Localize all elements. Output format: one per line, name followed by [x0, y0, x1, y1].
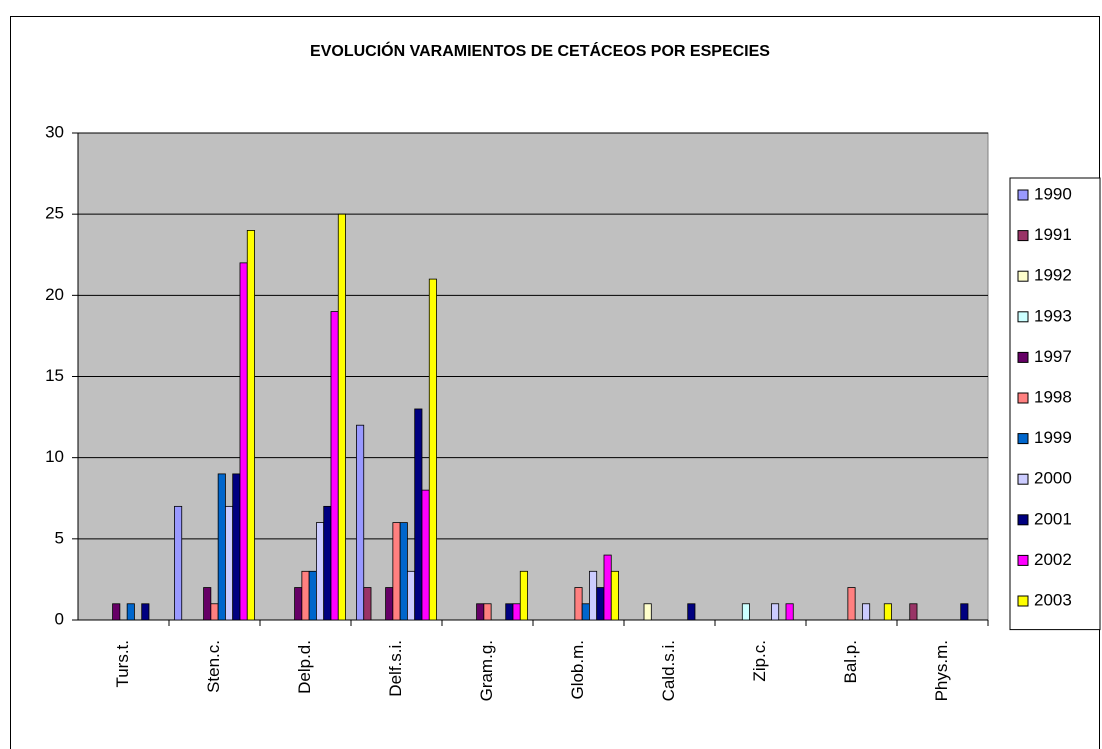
- bar: [385, 587, 394, 621]
- bar: [363, 587, 372, 621]
- bar: [356, 424, 365, 621]
- bar: [392, 522, 401, 621]
- bar: [337, 213, 346, 621]
- bar: [574, 587, 583, 621]
- chart-title: EVOLUCIÓN VARAMIENTOS DE CETÁCEOS POR ES…: [310, 41, 770, 60]
- bar: [217, 473, 226, 621]
- bar: [589, 570, 598, 621]
- legend-swatch: [1017, 392, 1029, 404]
- bar: [862, 603, 871, 621]
- legend-label: 1992: [1034, 266, 1072, 285]
- bar: [323, 505, 332, 621]
- bar: [232, 473, 241, 621]
- bar: [246, 229, 255, 621]
- x-tick-label: Cald.s.i.: [659, 640, 678, 701]
- bar: [421, 489, 430, 621]
- bar: [330, 311, 339, 621]
- x-tick-label: Delp.d.: [295, 640, 314, 694]
- legend-label: 1997: [1034, 347, 1072, 366]
- bar: [687, 603, 696, 621]
- y-tick-label: 15: [45, 366, 64, 385]
- bar: [476, 603, 485, 621]
- bar: [596, 587, 605, 621]
- legend-swatch: [1017, 595, 1029, 607]
- legend-label: 1993: [1034, 306, 1072, 325]
- bar: [505, 603, 514, 621]
- bar: [316, 522, 325, 621]
- legend-label: 2003: [1034, 590, 1072, 609]
- legend-swatch: [1017, 311, 1029, 323]
- bar: [883, 603, 892, 621]
- legend-swatch: [1017, 473, 1029, 485]
- y-tick-label: 30: [45, 122, 64, 141]
- y-tick-label: 10: [45, 447, 64, 466]
- x-tick-label: Sten.c.: [204, 640, 223, 693]
- bar: [512, 603, 521, 621]
- x-tick-label: Phys.m.: [932, 640, 951, 701]
- x-tick-label: Gram.g.: [477, 640, 496, 701]
- bar: [414, 408, 423, 621]
- legend-swatch: [1017, 270, 1029, 282]
- y-tick-label: 20: [45, 285, 64, 304]
- x-tick-label: Delf.s.i.: [386, 640, 405, 697]
- bar: [643, 603, 652, 621]
- bar: [294, 587, 303, 621]
- x-tick-label: Glob.m.: [568, 640, 587, 700]
- bar: [909, 603, 918, 621]
- y-tick-label: 5: [55, 528, 64, 547]
- x-tick-label: Zip.c.: [750, 640, 769, 682]
- legend-label: 2002: [1034, 550, 1072, 569]
- legend-box: [1009, 177, 1101, 631]
- x-tick-label: Bal.p.: [841, 640, 860, 683]
- legend-label: 1998: [1034, 387, 1072, 406]
- bar: [610, 570, 619, 621]
- bar: [399, 522, 408, 621]
- legend-swatch: [1017, 189, 1029, 201]
- legend-swatch: [1017, 433, 1029, 445]
- bar: [308, 570, 317, 621]
- bar: [785, 603, 794, 621]
- bar: [112, 603, 121, 621]
- bar: [741, 603, 750, 621]
- bar: [141, 603, 150, 621]
- legend-label: 1990: [1034, 184, 1072, 203]
- y-tick-label: 0: [55, 609, 64, 628]
- legend-label: 1999: [1034, 428, 1072, 447]
- legend-label: 1991: [1034, 225, 1072, 244]
- legend-label: 2000: [1034, 469, 1072, 488]
- legend-swatch: [1017, 351, 1029, 363]
- bar: [210, 603, 219, 621]
- x-tick-label: Turs.t.: [113, 640, 132, 688]
- bar: [519, 570, 528, 621]
- bar: [960, 603, 969, 621]
- bar: [581, 603, 590, 621]
- bar: [771, 603, 780, 621]
- legend-swatch: [1017, 514, 1029, 526]
- bar: [239, 262, 248, 621]
- legend-swatch: [1017, 230, 1029, 242]
- bar: [483, 603, 492, 621]
- bar: [126, 603, 135, 621]
- bar: [203, 587, 212, 621]
- legend-swatch: [1017, 554, 1029, 566]
- bar: [174, 505, 183, 621]
- legend-label: 2001: [1034, 509, 1072, 528]
- bar: [603, 554, 612, 621]
- bar: [428, 278, 437, 621]
- bar: [301, 570, 310, 621]
- bar: [407, 570, 416, 621]
- bar: [847, 587, 856, 621]
- bar: [225, 505, 234, 621]
- y-tick-label: 25: [45, 204, 64, 223]
